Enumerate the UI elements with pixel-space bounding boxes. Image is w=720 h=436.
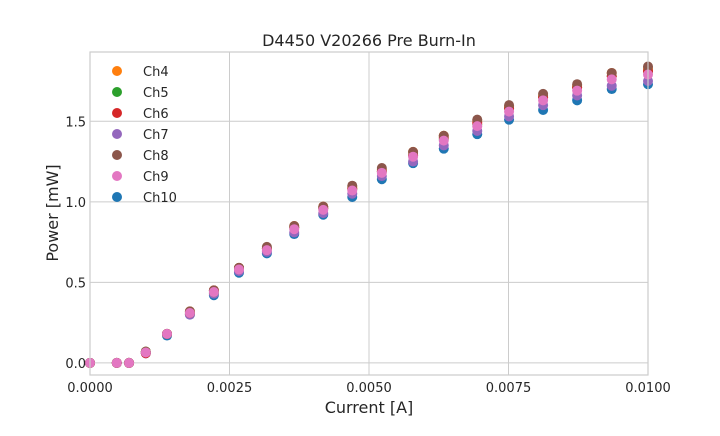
legend-marker [112, 171, 122, 181]
data-point-ch9 [472, 121, 483, 132]
legend-marker [112, 192, 122, 202]
x-tick-label: 0.0075 [486, 381, 532, 396]
legend-label: Ch9 [143, 170, 169, 185]
legend-item-ch6: Ch6 [112, 107, 169, 122]
data-point-ch9 [162, 328, 173, 339]
y-tick-label: 1.5 [65, 115, 86, 130]
data-point-ch9 [261, 245, 272, 256]
legend-label: Ch7 [143, 128, 169, 143]
data-point-ch9 [606, 74, 617, 85]
data-point-ch9 [124, 357, 135, 368]
legend-item-ch10: Ch10 [112, 191, 177, 206]
legend-item-ch8: Ch8 [112, 149, 169, 164]
data-point-ch9 [347, 185, 358, 196]
plot-frame [89, 51, 649, 376]
x-tick-labels: 0.0000 0.0025 0.0050 0.0075 0.0100 [67, 381, 671, 396]
y-axis-label: Power [mW] [43, 164, 62, 261]
legend-item-ch5: Ch5 [112, 86, 169, 101]
legend-label: Ch5 [143, 86, 169, 101]
legend-item-ch9: Ch9 [112, 170, 169, 185]
legend-item-ch7: Ch7 [112, 128, 169, 143]
legend-marker [112, 108, 122, 118]
data-point-ch9 [538, 95, 549, 106]
y-tick-label: 1.0 [65, 196, 86, 211]
x-tick-label: 0.0050 [346, 381, 392, 396]
data-point-ch9 [140, 347, 151, 358]
legend-label: Ch8 [143, 149, 169, 164]
data-point-ch9 [318, 204, 329, 215]
legend-label: Ch4 [143, 65, 169, 80]
chart-title: D4450 V20266 Pre Burn-In [262, 31, 476, 50]
data-point-ch9 [111, 357, 122, 368]
legend-marker [112, 129, 122, 139]
data-point-ch9 [408, 151, 419, 162]
data-point-ch9 [184, 307, 195, 318]
series-ch9 [85, 69, 653, 368]
data-point-ch9 [376, 167, 387, 178]
x-tick-label: 0.0000 [67, 381, 113, 396]
legend: Ch4 Ch5 Ch6 Ch7 Ch8 Ch9 Ch10 [112, 65, 177, 206]
data-point-ch9 [572, 85, 583, 96]
data-point-ch9 [233, 264, 244, 275]
y-tick-label: 0.0 [65, 357, 86, 372]
x-tick-label: 0.0025 [207, 381, 253, 396]
legend-marker [112, 66, 122, 76]
grid [89, 52, 649, 375]
legend-marker [112, 87, 122, 97]
legend-item-ch4: Ch4 [112, 65, 169, 80]
y-tick-label: 0.5 [65, 276, 86, 291]
legend-marker [112, 150, 122, 160]
data-point-ch9 [438, 135, 449, 146]
data-point-ch9 [504, 106, 515, 117]
data-point-ch9 [289, 224, 300, 235]
y-tick-labels: 0.0 0.5 1.0 1.5 [65, 115, 86, 372]
x-axis-label: Current [A] [325, 398, 414, 417]
legend-label: Ch10 [143, 191, 177, 206]
legend-label: Ch6 [143, 107, 169, 122]
x-tick-label: 0.0100 [625, 381, 671, 396]
data-point-ch9 [208, 287, 219, 298]
